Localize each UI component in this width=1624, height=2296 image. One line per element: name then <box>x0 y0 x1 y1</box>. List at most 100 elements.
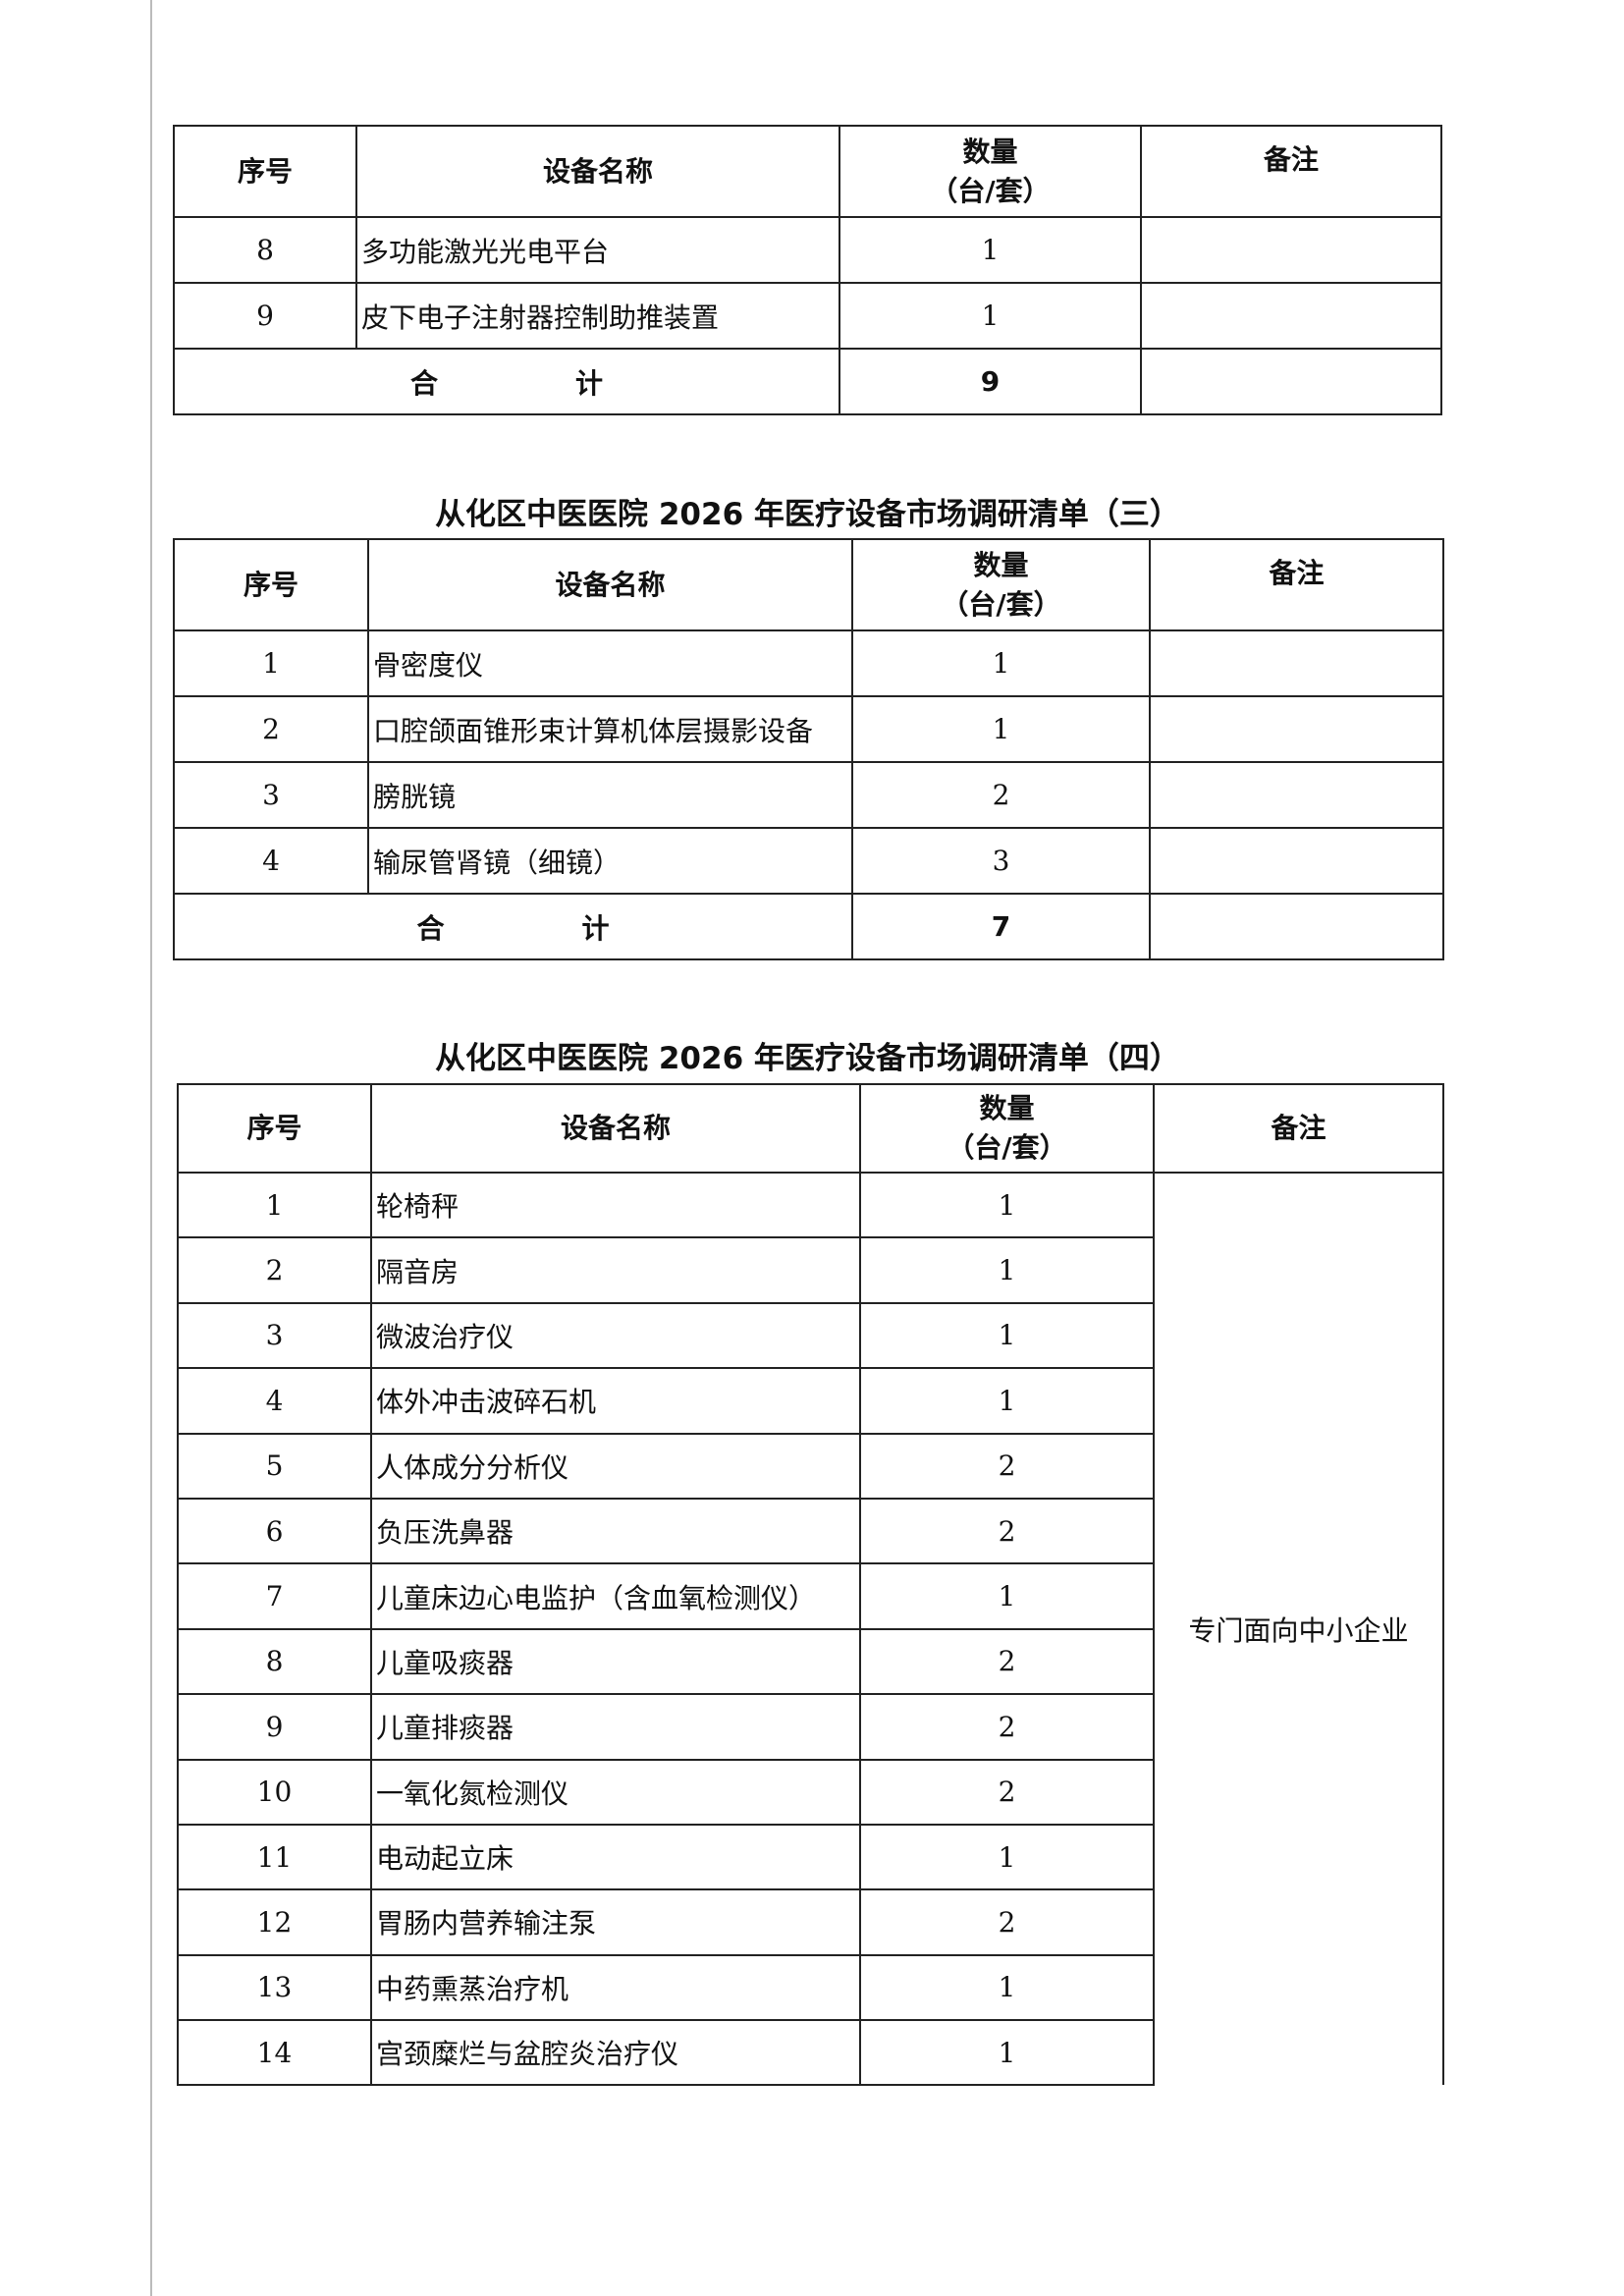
table-row: 2 隔音房 1 <box>177 1236 1443 1304</box>
header-remark: 备注 <box>1149 538 1444 631</box>
row-equipment-name: 体外冲击波碎石机 <box>370 1367 861 1435</box>
row-quantity: 1 <box>859 2019 1155 2087</box>
row-equipment-name: 电动起立床 <box>370 1823 861 1891</box>
table-row: 9 儿童排痰器 2 <box>177 1693 1443 1761</box>
row-equipment-name: 口腔颌面锥形束计算机体层摄影设备 <box>367 695 853 763</box>
total-label: 合计 <box>173 893 853 960</box>
row-index: 6 <box>177 1497 372 1565</box>
header-qty: 数量 （台/套） <box>851 538 1151 631</box>
table-row: 3 微波治疗仪 1 <box>177 1301 1443 1370</box>
table-row: 14 宫颈糜烂与盆腔炎治疗仪 1 <box>177 2019 1443 2087</box>
row-remark <box>1140 282 1442 350</box>
page-margin-line <box>150 0 152 2296</box>
header-qty: 数量 （台/套） <box>839 125 1142 218</box>
row-quantity: 1 <box>859 1562 1155 1630</box>
row-quantity: 1 <box>859 1823 1155 1891</box>
row-index: 1 <box>173 629 369 697</box>
row-equipment-name: 输尿管肾镜（细镜） <box>367 827 853 895</box>
table-row: 9 皮下电子注射器控制助推装置 1 <box>173 282 1442 350</box>
header-index: 序号 <box>173 125 357 218</box>
table-row: 12 胃肠内营养输注泵 2 <box>177 1888 1443 1956</box>
row-index: 3 <box>173 761 369 829</box>
header-index: 序号 <box>173 538 369 631</box>
row-index: 4 <box>177 1367 372 1435</box>
row-equipment-name: 多功能激光光电平台 <box>355 216 840 284</box>
row-equipment-name: 儿童排痰器 <box>370 1693 861 1761</box>
total-label-part: 计 <box>581 911 610 945</box>
total-quantity: 9 <box>839 348 1142 415</box>
header-name: 设备名称 <box>367 538 853 631</box>
table-row: 1 轮椅秤 1 专门面向中小企业 <box>177 1171 1444 2086</box>
row-quantity: 3 <box>851 827 1151 895</box>
table-row: 6 负压洗鼻器 2 <box>177 1497 1443 1565</box>
row-quantity: 1 <box>859 1171 1155 1239</box>
row-equipment-name: 轮椅秤 <box>370 1171 861 1239</box>
row-quantity: 1 <box>859 1236 1155 1304</box>
row-equipment-name: 皮下电子注射器控制助推装置 <box>355 282 840 350</box>
table-row: 4 输尿管肾镜（细镜） 3 <box>173 827 1444 895</box>
header-name: 设备名称 <box>370 1083 861 1174</box>
table-row: 10 一氧化氮检测仪 2 <box>177 1758 1443 1826</box>
equipment-table-4: 序号 设备名称 数量 （台/套） 备注 1 轮椅秤 1 专门面向中小企业 2 隔音房 1 3 微波… <box>177 1083 1444 2087</box>
header-remark: 备注 <box>1140 125 1442 218</box>
row-quantity: 2 <box>859 1627 1155 1696</box>
row-equipment-name: 骨密度仪 <box>367 629 853 697</box>
header-name: 设备名称 <box>355 125 840 218</box>
total-remark <box>1149 893 1444 960</box>
row-quantity: 1 <box>859 1301 1155 1370</box>
equipment-table-3: 序号 设备名称 数量 （台/套） 备注 1 骨密度仪 1 2 口腔颌面锥形束计算机体层摄影… <box>173 538 1444 960</box>
row-index: 7 <box>177 1562 372 1630</box>
table-row: 13 中药熏蒸治疗机 1 <box>177 1953 1443 2022</box>
table-row: 4 体外冲击波碎石机 1 <box>177 1367 1443 1435</box>
header-remark: 备注 <box>1153 1083 1444 1174</box>
total-remark <box>1140 348 1442 415</box>
row-index: 13 <box>177 1953 372 2022</box>
table-row: 5 人体成分分析仪 2 <box>177 1432 1443 1500</box>
table-row: 2 口腔颌面锥形束计算机体层摄影设备 1 <box>173 695 1444 763</box>
row-quantity: 2 <box>859 1693 1155 1761</box>
row-quantity: 2 <box>859 1758 1155 1826</box>
merged-remark: 专门面向中小企业 <box>1153 1171 1444 2086</box>
row-equipment-name: 膀胱镜 <box>367 761 853 829</box>
row-remark <box>1149 761 1444 829</box>
row-equipment-name: 中药熏蒸治疗机 <box>370 1953 861 2022</box>
total-quantity: 7 <box>851 893 1151 960</box>
row-equipment-name: 儿童吸痰器 <box>370 1627 861 1696</box>
row-index: 8 <box>177 1627 372 1696</box>
row-remark <box>1140 216 1442 284</box>
row-remark <box>1149 629 1444 697</box>
table-row: 11 电动起立床 1 <box>177 1823 1443 1891</box>
row-index: 14 <box>177 2019 372 2087</box>
header-qty-unit: （台/套） <box>947 1131 1067 1164</box>
table-4-title: 从化区中医医院 2026 年医疗设备市场调研清单（四） <box>435 1041 1180 1076</box>
row-remark <box>1149 827 1444 895</box>
table-header-row: 序号 设备名称 数量 （台/套） 备注 <box>173 125 1442 218</box>
table-header-row: 序号 设备名称 数量 （台/套） 备注 <box>173 538 1444 631</box>
row-index: 1 <box>177 1171 372 1239</box>
header-qty-label: 数量 <box>979 1092 1035 1124</box>
header-qty-unit: （台/套） <box>941 587 1061 621</box>
row-quantity: 1 <box>859 1953 1155 2022</box>
row-equipment-name: 儿童床边心电监护（含血氧检测仪） <box>370 1562 861 1630</box>
row-index: 5 <box>177 1432 372 1500</box>
row-equipment-name: 微波治疗仪 <box>370 1301 861 1370</box>
row-equipment-name: 宫颈糜烂与盆腔炎治疗仪 <box>370 2019 861 2087</box>
total-row: 合 计 9 <box>173 348 1442 415</box>
row-equipment-name: 胃肠内营养输注泵 <box>370 1888 861 1956</box>
row-remark <box>1149 695 1444 763</box>
table-3-title: 从化区中医医院 2026 年医疗设备市场调研清单（三） <box>435 497 1180 532</box>
header-qty-label: 数量 <box>962 135 1018 168</box>
row-index: 11 <box>177 1823 372 1891</box>
row-quantity: 1 <box>851 629 1151 697</box>
table-row: 1 骨密度仪 1 <box>173 629 1444 697</box>
row-index: 4 <box>173 827 369 895</box>
total-label-part: 合 <box>409 366 438 400</box>
row-index: 9 <box>177 1693 372 1761</box>
row-index: 2 <box>173 695 369 763</box>
total-label-part: 合 <box>416 911 445 945</box>
table-header-row: 序号 设备名称 数量 （台/套） 备注 <box>177 1083 1444 1174</box>
row-equipment-name: 负压洗鼻器 <box>370 1497 861 1565</box>
total-label-part: 计 <box>575 366 604 400</box>
row-quantity: 2 <box>851 761 1151 829</box>
row-quantity: 1 <box>839 282 1142 350</box>
